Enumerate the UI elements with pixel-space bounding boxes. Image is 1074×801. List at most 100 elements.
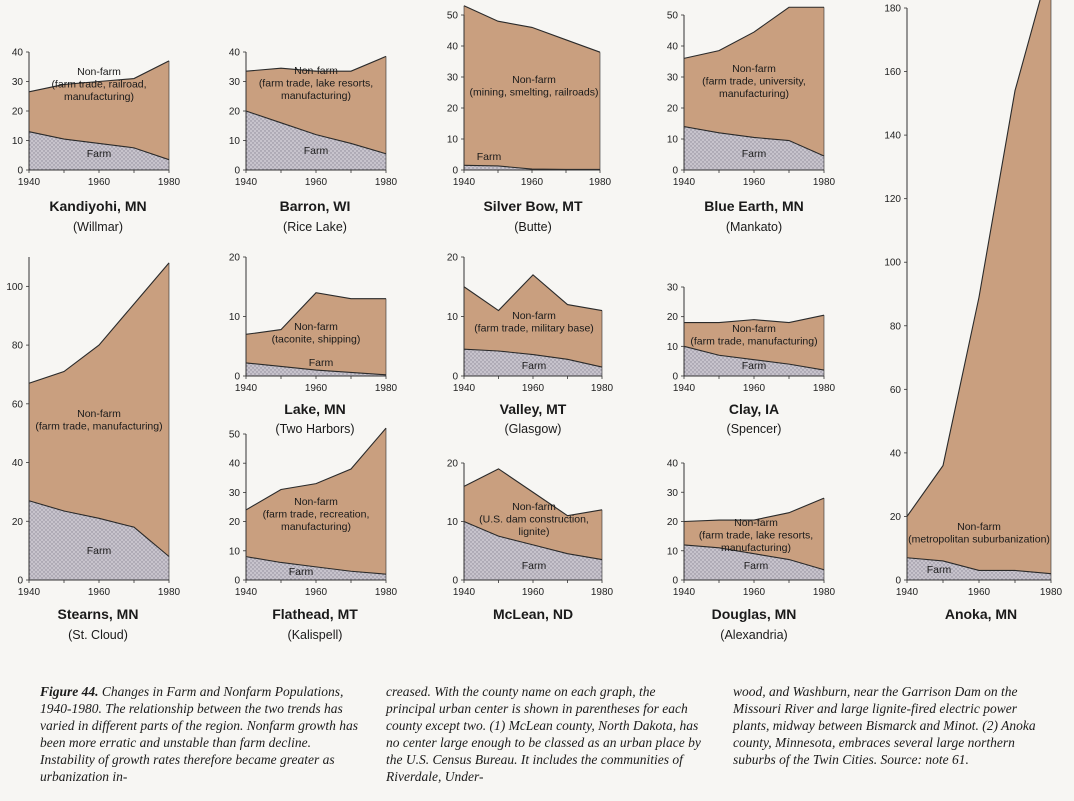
y-tick-label: 20 bbox=[890, 512, 902, 523]
farm-line bbox=[28, 500, 170, 557]
x-tick-label: 1940 bbox=[18, 177, 41, 188]
farm-area bbox=[684, 126, 824, 170]
nonfarm-label: (farm trade, university, bbox=[702, 76, 806, 88]
x-tick-label: 1940 bbox=[235, 177, 258, 188]
x-tick-label: 1980 bbox=[375, 587, 398, 598]
y-tick-label: 0 bbox=[452, 372, 458, 383]
y-tick-label: 40 bbox=[12, 48, 24, 59]
y-tick-label: 40 bbox=[447, 42, 459, 53]
y-tick-label: 30 bbox=[667, 73, 679, 84]
farm-area bbox=[684, 544, 824, 580]
y-tick-label: 20 bbox=[447, 459, 459, 470]
farm-area bbox=[684, 346, 824, 376]
nonfarm-label: manufacturing) bbox=[281, 90, 351, 102]
y-tick-label: 40 bbox=[667, 42, 679, 53]
nonfarm-label: manufacturing) bbox=[719, 88, 789, 100]
city-name: (Mankato) bbox=[725, 220, 783, 234]
x-tick-label: 1980 bbox=[591, 587, 614, 598]
chart-11: 0 10 20 30 40 1940 1960 1980 Non-farm(farm trade… bbox=[667, 459, 836, 599]
nonfarm-label: (taconite, shipping) bbox=[272, 334, 361, 346]
y-tick-label: 10 bbox=[229, 546, 241, 557]
nonfarm-line bbox=[245, 292, 386, 335]
nonfarm-label: (farm trade, lake resorts, bbox=[259, 78, 373, 90]
chart-9: 0 10 20 30 40 50 1940 1960 1980 Non-farm(farm tra… bbox=[229, 427, 398, 598]
chart-1: 0 10 20 30 40 1940 1960 1980 Non-farm(farm trade… bbox=[12, 48, 181, 189]
county-name: Douglas, MN bbox=[711, 606, 797, 622]
farm-label: Farm bbox=[304, 145, 329, 157]
nonfarm-line bbox=[684, 314, 825, 324]
chart-2: 0 10 20 30 40 1940 1960 1980 Non-farm(farm trade… bbox=[229, 48, 398, 189]
nonfarm-label: (mining, smelting, railroads) bbox=[470, 87, 599, 99]
farm-line bbox=[28, 131, 170, 161]
farm-line bbox=[463, 520, 603, 561]
nonfarm-label: lignite) bbox=[519, 526, 550, 538]
y-tick-label: 10 bbox=[667, 135, 679, 146]
nonfarm-label: Non-farm bbox=[512, 501, 556, 513]
y-tick-label: 120 bbox=[884, 194, 901, 205]
y-tick-label: 10 bbox=[447, 312, 459, 323]
nonfarm-label: manufacturing) bbox=[281, 521, 351, 533]
county-name: Flathead, MT bbox=[272, 606, 358, 622]
x-tick-label: 1960 bbox=[743, 587, 766, 598]
y-tick-label: 30 bbox=[229, 488, 241, 499]
farm-line bbox=[245, 556, 387, 575]
city-name: (Rice Lake) bbox=[283, 220, 347, 234]
farm-area bbox=[464, 349, 602, 376]
county-name: Clay, IA bbox=[728, 401, 780, 417]
y-tick-label: 20 bbox=[229, 107, 241, 118]
y-tick-label: 20 bbox=[667, 104, 679, 115]
x-tick-label: 1980 bbox=[1040, 587, 1063, 598]
x-tick-label: 1980 bbox=[813, 587, 836, 598]
county-name: McLean, ND bbox=[492, 606, 574, 622]
nonfarm-label: Non-farm bbox=[957, 521, 1001, 533]
y-tick-label: 50 bbox=[229, 430, 241, 441]
nonfarm-area bbox=[464, 5, 600, 171]
county-name: Anoka, MN bbox=[944, 606, 1018, 622]
nonfarm-area bbox=[684, 7, 824, 170]
y-tick-label: 0 bbox=[234, 576, 240, 587]
farm-line bbox=[906, 557, 1052, 575]
y-tick-label: 0 bbox=[452, 576, 458, 587]
farm-line bbox=[463, 164, 600, 170]
x-tick-label: 1980 bbox=[813, 177, 836, 188]
farm-label: Farm bbox=[522, 360, 547, 372]
nonfarm-label: Non-farm bbox=[294, 65, 338, 77]
y-tick-label: 0 bbox=[672, 576, 678, 587]
city-name: (Spencer) bbox=[726, 422, 782, 436]
y-tick-label: 20 bbox=[229, 253, 241, 264]
x-tick-label: 1980 bbox=[158, 587, 181, 598]
chart-4: 0 10 20 30 40 50 1940 1960 1980 Non-farm(farm tra… bbox=[667, 6, 836, 188]
nonfarm-line bbox=[683, 497, 825, 523]
y-tick-label: 100 bbox=[884, 258, 901, 269]
farm-area bbox=[246, 111, 386, 170]
y-tick-label: 10 bbox=[667, 546, 679, 557]
farm-line bbox=[245, 362, 387, 376]
x-tick-label: 1960 bbox=[743, 177, 766, 188]
y-tick-label: 30 bbox=[667, 283, 679, 294]
y-tick-label: 100 bbox=[6, 282, 23, 293]
city-name: (Kalispell) bbox=[287, 628, 343, 642]
y-tick-label: 20 bbox=[447, 104, 459, 115]
x-tick-label: 1940 bbox=[453, 383, 476, 394]
y-tick-label: 0 bbox=[17, 166, 23, 177]
y-tick-label: 10 bbox=[12, 136, 24, 147]
chart-10: 0 10 20 1940 1960 1980 Non-farm(U.S. dam const… bbox=[447, 459, 614, 599]
farm-label: Farm bbox=[742, 360, 767, 372]
nonfarm-label: (farm trade, military base) bbox=[474, 323, 594, 335]
y-tick-label: 0 bbox=[672, 166, 678, 177]
farm-label: Farm bbox=[742, 148, 767, 160]
farm-area bbox=[29, 500, 169, 580]
nonfarm-area bbox=[29, 262, 169, 580]
x-tick-label: 1960 bbox=[522, 383, 545, 394]
y-tick-label: 80 bbox=[890, 321, 902, 332]
nonfarm-line bbox=[28, 60, 170, 93]
x-tick-label: 1960 bbox=[88, 177, 111, 188]
farm-label: Farm bbox=[87, 148, 112, 160]
nonfarm-line bbox=[906, 0, 1041, 517]
y-tick-label: 40 bbox=[12, 458, 24, 469]
y-tick-label: 80 bbox=[12, 341, 24, 352]
nonfarm-label: Non-farm bbox=[732, 63, 776, 75]
y-tick-label: 20 bbox=[667, 312, 679, 323]
x-tick-label: 1940 bbox=[453, 177, 476, 188]
x-tick-label: 1960 bbox=[968, 587, 991, 598]
